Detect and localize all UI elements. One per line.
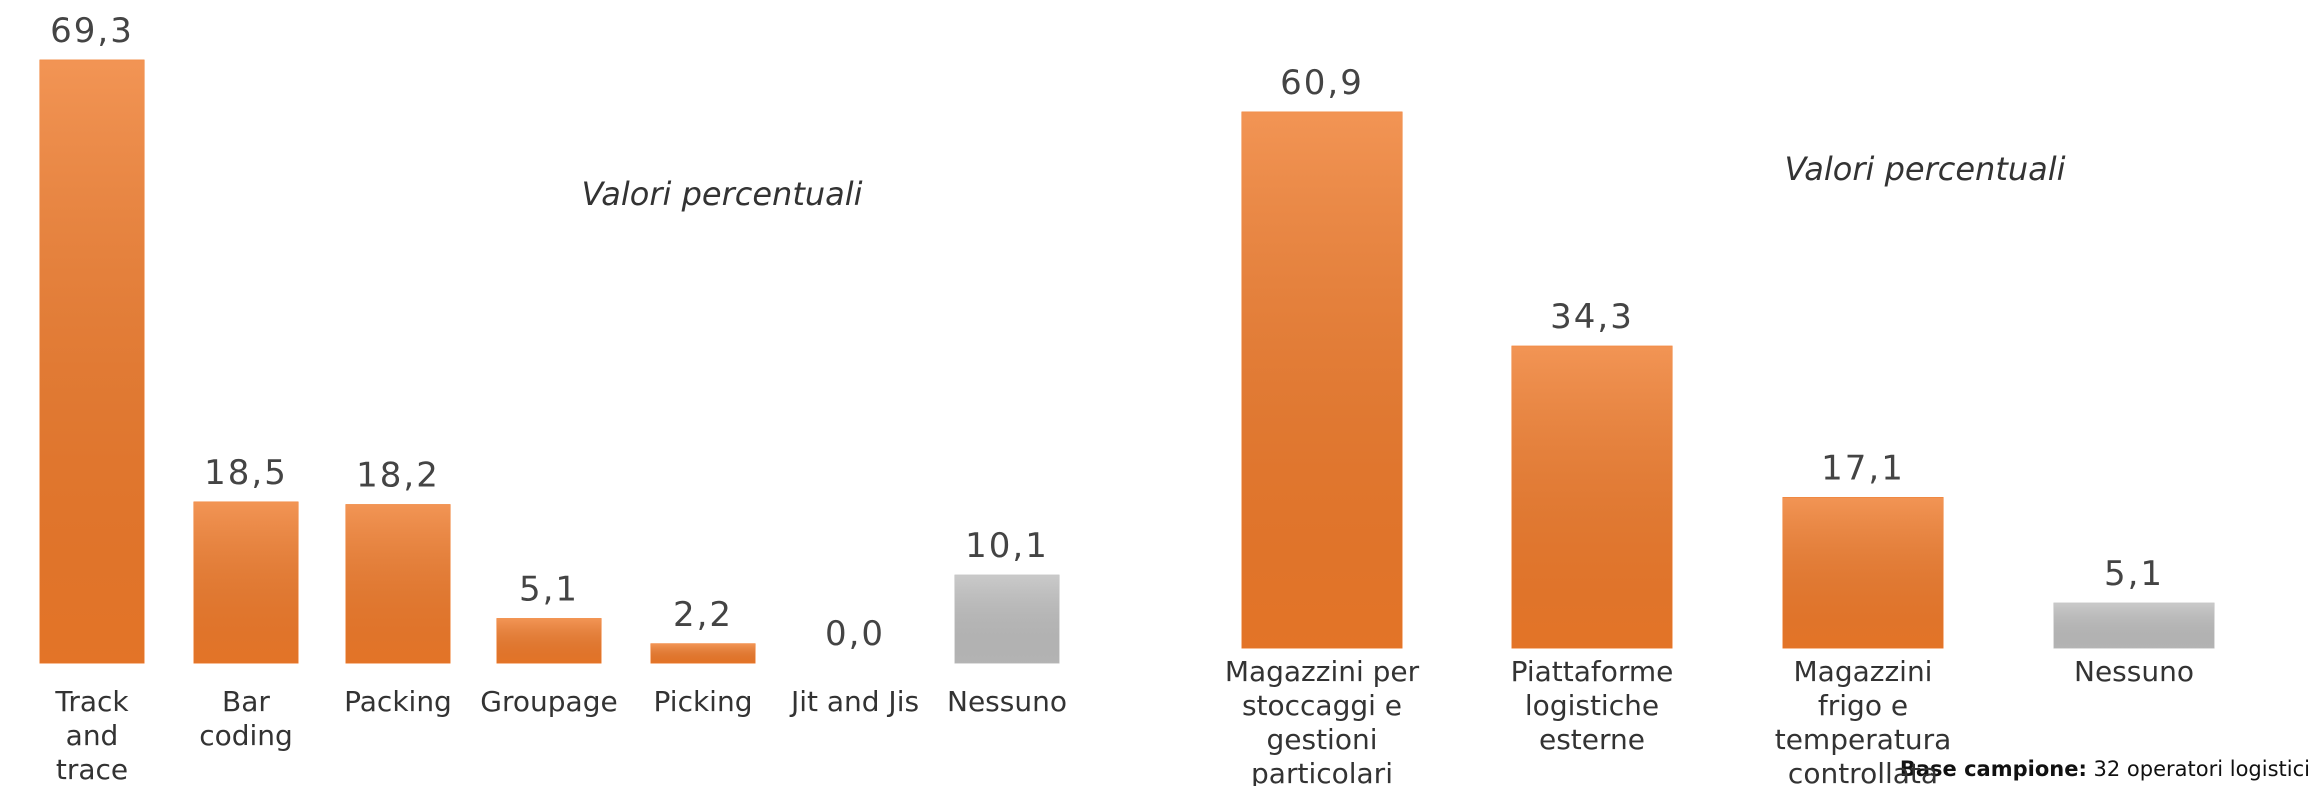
footnote-text: 32 operatori logistici <box>2094 757 2310 781</box>
value-label: 0,0 <box>825 614 885 654</box>
category-label: Magazzini frigo e temperatura controllata <box>1775 655 1952 786</box>
value-label: 10,1 <box>965 526 1049 566</box>
value-label: 17,1 <box>1821 449 1905 489</box>
category-label: Bar coding <box>199 685 293 752</box>
category-label: Jit and Jis <box>789 685 919 718</box>
category-label: Nessuno <box>947 685 1067 718</box>
bar-shade <box>346 504 450 663</box>
value-label: 2,2 <box>673 595 733 635</box>
category-label: Piattaforme logistiche esterne <box>1511 655 1674 756</box>
footnote: Base campione: 32 operatori logistici <box>1900 757 2310 781</box>
category-label: Packing <box>344 685 452 718</box>
chart-subtitle: Valori percentuali <box>581 175 862 213</box>
category-label: Track and trace <box>54 685 129 786</box>
value-label: 69,3 <box>50 11 134 51</box>
value-label: 5,1 <box>519 570 579 610</box>
bar-shade <box>194 502 298 663</box>
bar-shade <box>1783 497 1943 648</box>
value-label: 34,3 <box>1550 297 1634 337</box>
bar-shade <box>2054 603 2214 648</box>
value-label: 18,5 <box>204 453 288 493</box>
bar-shade <box>955 575 1059 663</box>
category-label: Groupage <box>480 685 617 718</box>
chart-subtitle: Valori percentuali <box>1784 150 2065 188</box>
bar-shade <box>1512 346 1672 648</box>
category-label: Magazzini per stoccaggi e gestioni particol… <box>1225 655 1420 786</box>
category-label: Nessuno <box>2074 655 2194 688</box>
category-label: Picking <box>654 685 753 718</box>
bar-shade <box>40 60 144 663</box>
bar-shade <box>1242 112 1402 648</box>
bar-shade <box>651 643 755 663</box>
value-label: 60,9 <box>1280 63 1364 103</box>
value-label: 18,2 <box>356 456 440 496</box>
footnote-label: Base campione: <box>1900 757 2087 781</box>
bar-shade <box>497 618 601 663</box>
value-label: 5,1 <box>2104 554 2164 594</box>
